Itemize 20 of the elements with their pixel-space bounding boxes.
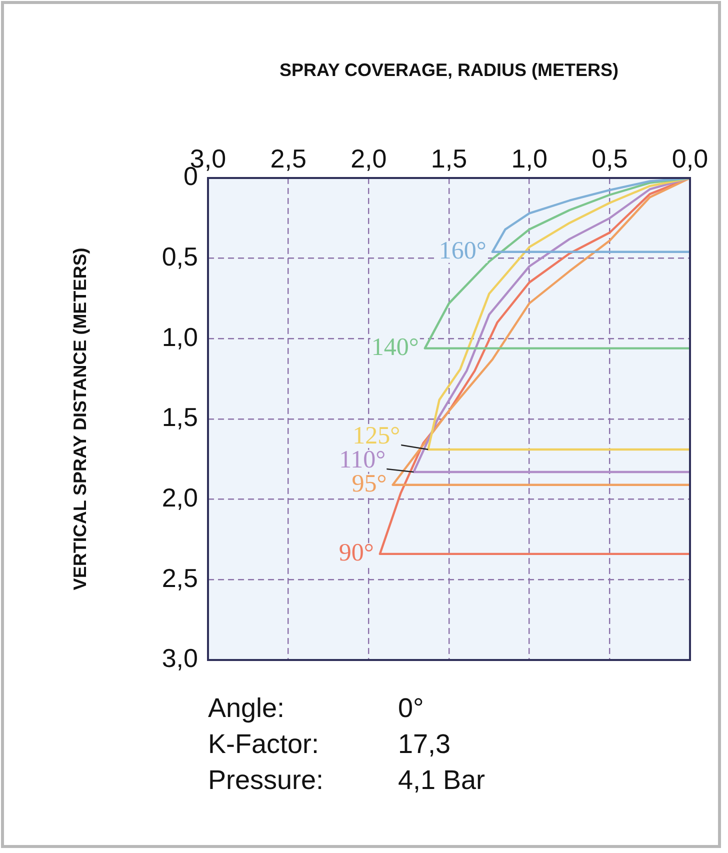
series-label: 160° (438, 237, 486, 264)
x-tick-label: 0,0 (672, 144, 708, 174)
text: Angle: 0° (208, 693, 424, 723)
series-label: 90° (338, 540, 374, 567)
y-axis-title: VERTICAL SPRAY DISTANCE (METERS) (70, 248, 90, 590)
y-tick-label: 2,5 (162, 562, 198, 593)
y-tick-label: 3,0 (162, 643, 198, 674)
x-tick-label: 2,5 (270, 144, 306, 174)
x-tick-label: 1,0 (511, 144, 548, 174)
y-tick-label: 0,5 (162, 242, 198, 272)
text: Pressure: 4,1 Bar (208, 765, 486, 795)
text: K-Factor: 17,3 (208, 729, 451, 759)
series-label: 140° (371, 334, 419, 361)
y-tick-label: 1,5 (162, 402, 198, 432)
x-axis-title: SPRAY COVERAGE, RADIUS (METERS) (279, 60, 619, 80)
x-tick-label: 0,5 (592, 144, 628, 174)
y-tick-label: 1,0 (162, 322, 198, 352)
y-tick-label: 2,0 (162, 482, 198, 513)
x-tick-label: 2,0 (350, 144, 387, 174)
x-tick-label: 1,5 (430, 144, 468, 174)
